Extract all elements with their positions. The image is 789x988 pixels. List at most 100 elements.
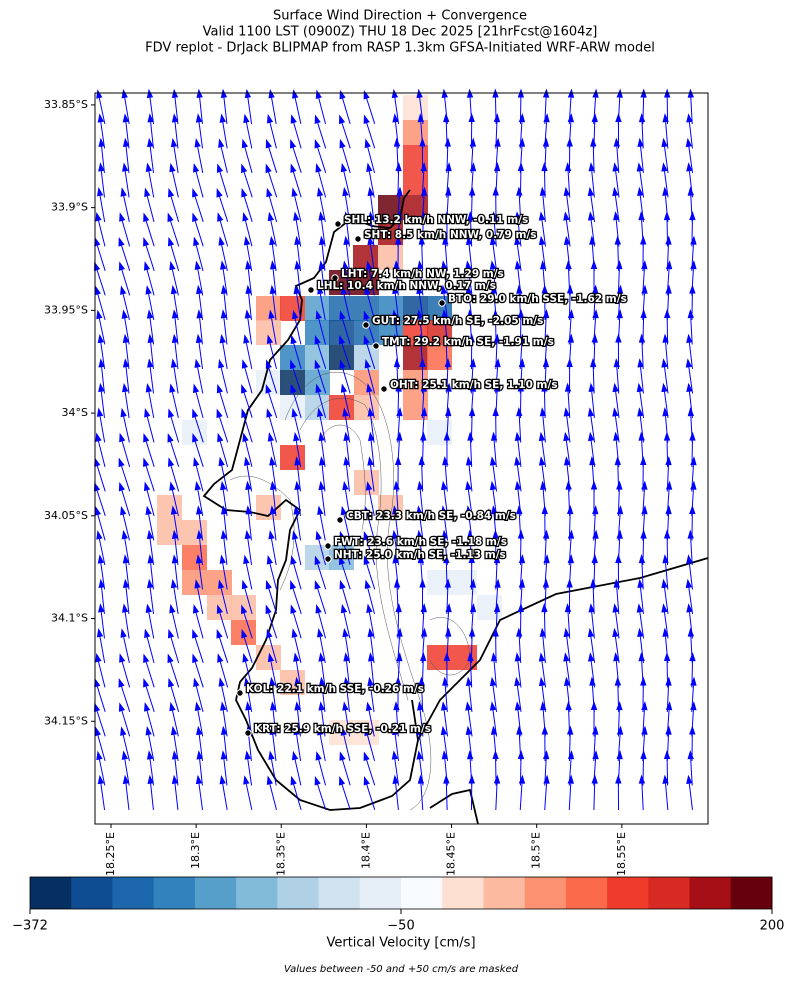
wind-arrow — [564, 162, 572, 198]
colorbar-bin — [71, 877, 113, 909]
wind-arrow — [338, 555, 351, 590]
wind-arrow — [170, 725, 179, 762]
cell — [403, 320, 428, 345]
wind-arrow — [171, 113, 179, 149]
wind-arrow — [588, 603, 595, 639]
wind-arrow — [143, 261, 155, 296]
wind-arrow — [147, 333, 154, 370]
wind-arrow — [317, 285, 326, 321]
wind-arrow — [266, 554, 277, 590]
wind-arrow — [612, 162, 620, 198]
wind-arrow — [367, 235, 375, 272]
wind-arrow — [216, 604, 229, 639]
wind-arrow — [440, 725, 449, 762]
wind-arrow — [243, 554, 253, 590]
wind-arrow — [121, 309, 130, 345]
wind-arrow — [170, 358, 179, 394]
wind-arrow — [169, 260, 179, 296]
y-tick-label: 34.15°S — [44, 714, 88, 727]
wind-arrow — [146, 578, 155, 615]
wind-arrow — [391, 309, 400, 345]
wind-arrow — [216, 188, 229, 222]
colorbar-bin — [730, 877, 773, 909]
wind-arrow — [343, 676, 350, 713]
wind-arrow — [539, 407, 547, 443]
wind-arrow — [192, 653, 204, 688]
wind-arrow — [147, 137, 154, 174]
colorbar-tick-label: −372 — [12, 919, 48, 934]
wind-arrow — [687, 309, 694, 345]
wind-arrow — [171, 309, 179, 345]
wind-arrow — [363, 775, 376, 810]
wind-arrow — [687, 750, 694, 786]
cell — [378, 320, 403, 345]
wind-arrow — [541, 603, 548, 639]
wind-arrow — [290, 114, 302, 149]
station-label: KOL: 22.1 km/h SSE, -0.26 m/s — [246, 683, 424, 695]
wind-arrow — [364, 285, 376, 320]
wind-arrow — [440, 480, 449, 517]
station-label: GUT: 27.5 km/h SE, -2.05 m/s — [372, 315, 543, 327]
wind-arrow — [145, 383, 155, 419]
wind-arrow — [339, 310, 351, 345]
wind-arrow — [292, 309, 302, 345]
wind-arrow — [144, 628, 155, 663]
wind-arrow — [122, 333, 130, 370]
wind-arrow — [120, 628, 130, 664]
wind-arrow — [217, 432, 229, 467]
wind-arrow — [364, 726, 376, 761]
wind-arrow — [169, 481, 179, 517]
wind-arrow — [514, 211, 522, 247]
wind-arrow — [98, 603, 105, 639]
wind-arrow — [143, 237, 155, 271]
wind-arrow — [241, 187, 253, 222]
wind-arrow — [613, 137, 621, 174]
wind-arrow — [467, 652, 474, 688]
wind-arrow — [293, 505, 302, 541]
wind-arrow — [265, 138, 278, 173]
wind-arrow — [169, 701, 179, 737]
wind-arrow — [541, 162, 548, 198]
wind-arrow — [290, 775, 302, 810]
wind-arrow — [318, 211, 326, 247]
wind-arrow — [587, 186, 596, 223]
wind-arrow — [147, 113, 154, 149]
wind-arrow — [269, 505, 277, 541]
wind-arrow — [241, 579, 253, 614]
wind-arrow — [96, 628, 106, 664]
wind-arrow — [266, 408, 278, 443]
wind-arrow — [169, 162, 179, 198]
wind-arrow — [216, 408, 229, 443]
wind-arrow — [612, 186, 620, 223]
wind-arrow — [216, 163, 229, 198]
wind-arrow — [268, 750, 277, 786]
wind-arrow — [363, 90, 376, 124]
wind-arrow — [539, 627, 547, 664]
wind-arrow — [392, 505, 399, 541]
station-marker — [372, 342, 380, 350]
wind-arrow — [363, 555, 376, 590]
wind-arrow — [516, 407, 523, 443]
station-label: CBT: 23.3 km/h SE, -0.84 m/s — [346, 510, 516, 522]
wind-arrow — [364, 579, 375, 614]
wind-arrow — [244, 309, 253, 345]
wind-arrow — [317, 505, 326, 541]
title-line: FDV replot - DrJack BLIPMAP from RASP 1.… — [145, 41, 655, 56]
x-tick-label: 18.5°E — [530, 832, 543, 869]
wind-arrow — [192, 188, 204, 222]
wind-arrow — [489, 456, 498, 492]
wind-arrow — [97, 333, 106, 370]
wind-arrow — [363, 334, 376, 369]
wind-arrow — [440, 260, 449, 296]
map-frame — [94, 92, 709, 825]
wind-arrow — [685, 358, 694, 394]
wind-arrow — [465, 260, 473, 296]
wind-arrow — [245, 284, 252, 321]
wind-arrow — [291, 750, 302, 786]
wind-arrow — [269, 701, 277, 737]
station-label: FWT: 23.6 km/h SE, -1.18 m/s — [334, 536, 507, 548]
wind-arrow — [612, 603, 620, 639]
wind-arrow — [417, 260, 424, 296]
wind-arrow — [265, 163, 278, 198]
wind-arrow — [364, 138, 376, 173]
